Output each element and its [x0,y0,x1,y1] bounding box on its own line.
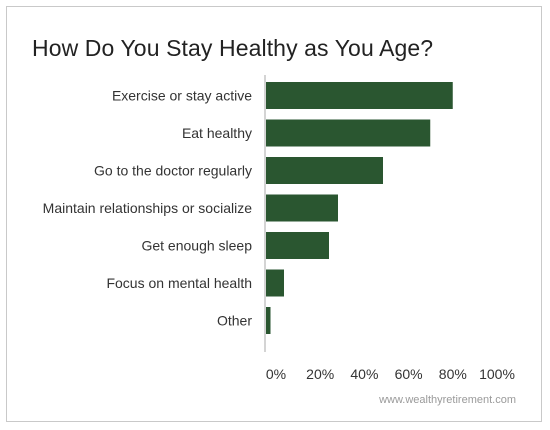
bar [266,194,338,222]
x-tick-label: 60% [395,366,423,382]
x-tick-label: 20% [306,366,334,382]
category-label: Maintain relationships or socialize [43,200,253,216]
bar [266,307,271,334]
x-tick-label: 0% [266,366,286,382]
category-label: Focus on mental health [106,275,252,291]
x-tick-label: 80% [439,366,467,382]
category-label: Get enough sleep [141,238,252,254]
bar [266,82,453,109]
chart-title: How Do You Stay Healthy as You Age? [32,35,434,61]
bar [266,269,284,297]
bar [266,119,431,147]
source-credit: www.wealthyretirement.com [379,394,516,406]
category-label: Go to the doctor regularly [94,163,252,179]
x-tick-label: 40% [350,366,378,382]
bar [266,157,383,184]
bar [266,232,329,259]
category-label: Other [217,313,252,329]
category-label: Exercise or stay active [112,88,252,104]
category-label: Eat healthy [182,125,252,141]
x-tick-label: 100% [479,366,515,382]
